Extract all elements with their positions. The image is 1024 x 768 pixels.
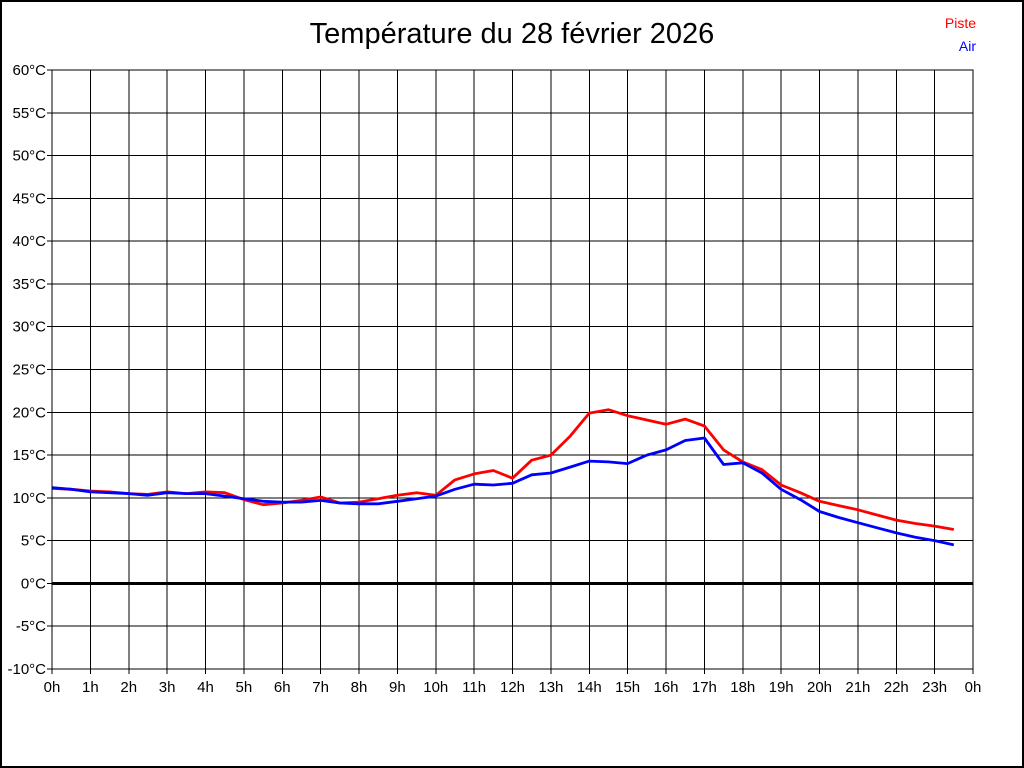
series-line-air xyxy=(51,436,955,547)
x-tick-label: 0h xyxy=(44,679,61,696)
y-tick-label: 0°C xyxy=(21,575,46,592)
y-tick-label: 20°C xyxy=(12,404,46,421)
x-tick-label: 14h xyxy=(577,679,602,696)
y-tick-label: 40°C xyxy=(12,233,46,250)
y-tick-label: 35°C xyxy=(12,276,46,293)
x-tick-label: 8h xyxy=(351,679,368,696)
y-tick-label: 60°C xyxy=(12,62,46,79)
series-line-piste xyxy=(51,408,955,531)
chart-legend: Piste Air xyxy=(945,12,976,58)
y-tick-label: 5°C xyxy=(21,533,46,550)
y-tick-label: -5°C xyxy=(16,618,46,635)
y-tick-label: 45°C xyxy=(12,190,46,207)
y-tick-label: 55°C xyxy=(12,105,46,122)
y-tick-label: 50°C xyxy=(12,148,46,165)
x-axis-tick-labels: 0h 1h 2h 3h 4h 5h 6h 7h 8h 9h 10h 11h 12h 13h 14h 15h 16… xyxy=(44,679,982,696)
x-tick-label: 5h xyxy=(236,679,253,696)
x-tick-label: 6h xyxy=(274,679,291,696)
y-tick-label: 15°C xyxy=(12,447,46,464)
grid-lines xyxy=(51,69,974,670)
x-tick-label: 7h xyxy=(312,679,329,696)
x-tick-label: 3h xyxy=(159,679,176,696)
x-tick-label: 12h xyxy=(500,679,525,696)
x-tick-label: 19h xyxy=(769,679,794,696)
x-tick-label: 0h xyxy=(965,679,982,696)
x-tick-label: 13h xyxy=(538,679,563,696)
x-tick-label: 23h xyxy=(922,679,947,696)
x-tick-label: 15h xyxy=(615,679,640,696)
page-title: Température du 28 février 2026 xyxy=(309,18,715,50)
x-tick-label: 21h xyxy=(845,679,870,696)
x-tick-label: 2h xyxy=(120,679,137,696)
x-tick-label: 11h xyxy=(462,679,486,696)
x-tick-label: 22h xyxy=(884,679,909,696)
legend-entry-piste: Piste xyxy=(944,15,976,31)
x-tick-label: 20h xyxy=(807,679,832,696)
y-tick-label: 30°C xyxy=(12,319,46,336)
x-tick-label: 9h xyxy=(389,679,406,696)
plot-border xyxy=(51,69,974,670)
x-tick-label: 17h xyxy=(692,679,717,696)
y-tick-label: 10°C xyxy=(12,490,46,507)
axis-ticks xyxy=(47,69,974,674)
legend-entry-air: Air xyxy=(958,38,976,54)
y-tick-label: -10°C xyxy=(7,661,46,678)
x-tick-label: 10h xyxy=(423,679,448,696)
x-tick-label: 18h xyxy=(730,679,755,696)
x-tick-label: 4h xyxy=(197,679,214,696)
y-tick-label: 25°C xyxy=(12,362,46,379)
x-tick-label: 16h xyxy=(653,679,678,696)
x-tick-label: 1h xyxy=(82,679,99,696)
y-axis-tick-labels: 60°C 55°C 50°C 45°C 40°C 35°C 30°C 25°C 20°C 15°C… xyxy=(7,62,46,678)
